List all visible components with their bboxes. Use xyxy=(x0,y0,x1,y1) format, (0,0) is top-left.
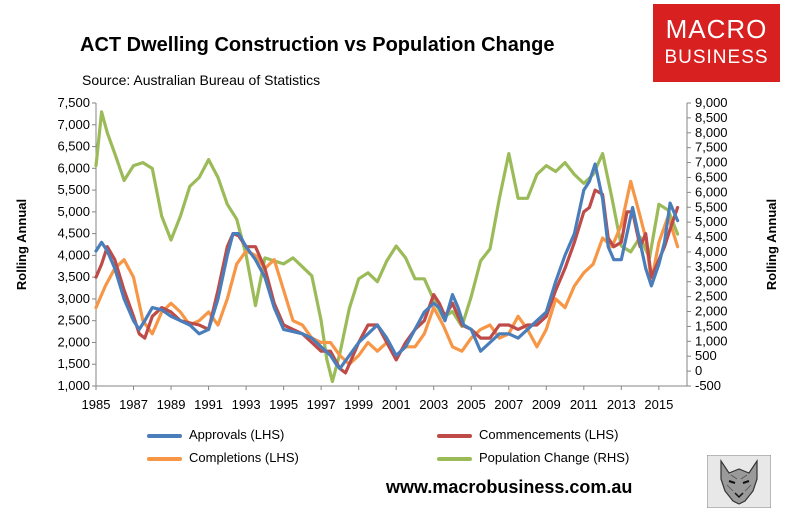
right-tick-label: 3,500 xyxy=(695,259,728,274)
x-tick-label: 2001 xyxy=(382,397,411,412)
left-tick-label: 2,500 xyxy=(57,313,90,328)
x-tick-label: 1995 xyxy=(269,397,298,412)
x-tick-label: 1989 xyxy=(157,397,186,412)
right-tick-label: 5,500 xyxy=(695,199,728,214)
right-axis-title: Rolling Annual xyxy=(764,199,779,290)
right-tick-label: 3,000 xyxy=(695,274,728,289)
legend-swatch-approvals xyxy=(147,434,182,438)
website-url[interactable]: www.macrobusiness.com.au xyxy=(386,477,633,497)
right-tick-label: -500 xyxy=(695,378,721,393)
series-line-approvals-lhs xyxy=(94,162,680,371)
left-axis-title: Rolling Annual xyxy=(14,199,29,290)
x-tick-label: 1987 xyxy=(119,397,148,412)
chart-subtitle: Source: Australian Bureau of Statistics xyxy=(82,72,321,88)
legend-label-completions: Completions (LHS) xyxy=(189,450,299,465)
x-tick-label: 2015 xyxy=(644,397,673,412)
left-tick-label: 5,000 xyxy=(57,204,90,219)
x-tick-label: 2003 xyxy=(419,397,448,412)
x-tick-label: 1993 xyxy=(232,397,261,412)
x-tick-label: 1991 xyxy=(194,397,223,412)
right-tick-label: 4,000 xyxy=(695,244,728,259)
left-tick-label: 5,500 xyxy=(57,182,90,197)
right-tick-label: 6,000 xyxy=(695,184,728,199)
left-tick-label: 2,000 xyxy=(57,334,90,349)
left-tick-label: 3,000 xyxy=(57,291,90,306)
x-tick-label: 2005 xyxy=(457,397,486,412)
left-tick-label: 6,500 xyxy=(57,139,90,154)
chart-title: ACT Dwelling Construction vs Population … xyxy=(80,34,555,56)
logo-line-1: MACRO xyxy=(665,14,768,44)
left-tick-label: 1,500 xyxy=(57,356,90,371)
right-tick-label: 500 xyxy=(695,348,717,363)
right-tick-label: 6,500 xyxy=(695,169,728,184)
right-tick-label: 1,000 xyxy=(695,333,728,348)
x-tick-label: 2013 xyxy=(607,397,636,412)
right-tick-label: 1,500 xyxy=(695,318,728,333)
left-tick-label: 4,000 xyxy=(57,247,90,262)
legend-label-population: Population Change (RHS) xyxy=(479,450,630,465)
right-tick-label: 8,000 xyxy=(695,125,728,140)
left-tick-label: 4,500 xyxy=(57,226,90,241)
legend-label-approvals: Approvals (LHS) xyxy=(189,427,285,442)
macrobusiness-logo: MACRO BUSINESS xyxy=(653,4,780,82)
right-tick-label: 2,000 xyxy=(695,304,728,319)
right-tick-label: 7,000 xyxy=(695,155,728,170)
right-tick-label: 2,500 xyxy=(695,289,728,304)
legend-swatch-population xyxy=(437,457,472,461)
right-tick-label: 5,000 xyxy=(695,214,728,229)
x-tick-label: 2007 xyxy=(494,397,523,412)
right-tick-label: 9,000 xyxy=(695,95,728,110)
left-tick-label: 7,000 xyxy=(57,117,90,132)
x-tick-label: 1985 xyxy=(82,397,111,412)
right-tick-label: 0 xyxy=(695,363,702,378)
x-tick-label: 1997 xyxy=(307,397,336,412)
wolf-icon xyxy=(707,455,771,508)
x-tick-label: 2011 xyxy=(570,397,598,412)
left-tick-label: 1,000 xyxy=(57,378,90,393)
x-tick-label: 2009 xyxy=(532,397,561,412)
x-tick-label: 1999 xyxy=(344,397,373,412)
legend-swatch-completions xyxy=(147,457,182,461)
left-tick-label: 3,500 xyxy=(57,269,90,284)
right-tick-label: 4,500 xyxy=(695,229,728,244)
left-tick-label: 6,000 xyxy=(57,160,90,175)
left-tick-label: 7,500 xyxy=(57,95,90,110)
series-line-commencements-lhs xyxy=(94,188,680,375)
legend-swatch-commencements xyxy=(437,434,472,438)
right-tick-label: 8,500 xyxy=(695,110,728,125)
legend-label-commencements: Commencements (LHS) xyxy=(479,427,619,442)
series-line-population-change-rhs xyxy=(94,110,680,384)
logo-line-2: BUSINESS xyxy=(664,47,769,68)
right-tick-label: 7,500 xyxy=(695,140,728,155)
